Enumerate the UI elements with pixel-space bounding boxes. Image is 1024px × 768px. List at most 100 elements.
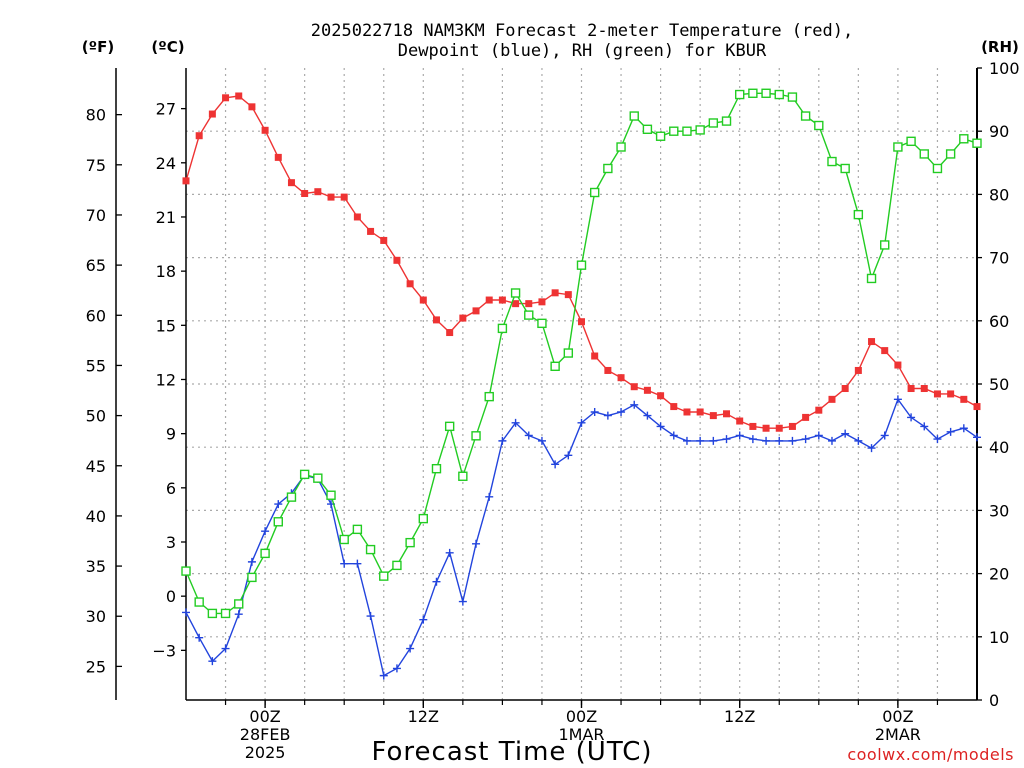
rh-tick-label: 70 <box>989 249 1009 268</box>
dewpoint-point <box>537 436 546 445</box>
x-tick-date-label: 28FEB <box>240 725 291 744</box>
dewpoint-point <box>775 436 784 445</box>
dewpoint-point <box>419 615 428 624</box>
temperature-point <box>749 422 757 430</box>
fahrenheit-tick-label: 40 <box>86 507 106 526</box>
celsius-tick-label: 21 <box>156 208 176 227</box>
temperature-point <box>815 406 823 414</box>
rh-point <box>642 124 653 135</box>
temperature-point <box>485 296 493 304</box>
rh-point <box>379 571 389 581</box>
rh-point <box>484 391 494 402</box>
fahrenheit-tick-label: 25 <box>86 657 106 676</box>
x-tick-label: 12Z <box>408 707 439 726</box>
dewpoint-point <box>247 557 256 566</box>
dewpoint-point <box>551 460 560 469</box>
dewpoint-point <box>973 433 981 442</box>
temperature-point <box>446 329 454 337</box>
temperature-point <box>802 413 810 421</box>
dewpoint-point <box>880 431 889 440</box>
temperature-point <box>367 227 375 235</box>
dewpoint-point <box>933 435 942 444</box>
dewpoint-point <box>392 664 401 673</box>
dewpoint-point <box>274 500 283 509</box>
temperature-point <box>419 296 427 304</box>
tick-labels: −3 0 3 6 9 12 15 18 21 24 27 25 30 35 40 45 50 55 60 65 70 75… <box>86 59 1020 762</box>
rh-point <box>220 608 231 619</box>
rh-unit-label: (RH) <box>981 38 1019 56</box>
x-tick-label: 00Z <box>882 707 913 726</box>
fahrenheit-tick-label: 35 <box>86 557 106 576</box>
dewpoint-point <box>696 436 705 445</box>
rh-point <box>339 534 349 545</box>
temperature-point <box>907 385 915 393</box>
fahrenheit-tick-label: 75 <box>86 156 106 175</box>
dewpoint-point <box>564 451 573 460</box>
dewpoint-point <box>261 527 270 536</box>
x-tick-year-label: 2025 <box>245 743 286 762</box>
temperature-point <box>512 300 520 308</box>
temperature-point <box>432 316 440 324</box>
dewpoint-point <box>748 435 757 444</box>
temperature-point <box>314 188 322 196</box>
rh-point <box>814 120 824 131</box>
dewpoint-point <box>445 548 454 557</box>
temperature-point <box>353 213 361 221</box>
rh-point <box>695 125 705 135</box>
temperature-point <box>643 386 651 394</box>
dewpoint-point <box>458 597 467 606</box>
data-series <box>181 88 982 680</box>
celsius-unit-label: (ºC) <box>151 38 184 56</box>
celsius-tick-label: 18 <box>156 262 176 281</box>
rh-point <box>458 471 468 481</box>
dewpoint-point <box>643 411 652 420</box>
rh-point <box>945 149 956 159</box>
dewpoint-point <box>590 407 599 416</box>
dewpoint-point <box>907 413 916 422</box>
temperature-point <box>301 189 309 197</box>
fahrenheit-tick-label: 60 <box>86 306 106 325</box>
rh-point <box>787 92 798 102</box>
temperature-point <box>195 132 203 140</box>
rh-point <box>919 149 929 159</box>
temperature-point <box>393 256 401 264</box>
rh-point <box>247 572 257 583</box>
fahrenheit-tick-label: 80 <box>86 106 106 125</box>
temperature-point <box>881 347 889 355</box>
rh-point <box>273 517 283 527</box>
dewpoint-point <box>735 431 744 440</box>
fahrenheit-tick-label: 65 <box>86 256 106 275</box>
rh-point <box>972 138 982 148</box>
dewpoint-point <box>893 395 902 404</box>
temperature-point <box>564 291 572 299</box>
temperature-point <box>604 366 612 374</box>
celsius-tick-label: 12 <box>156 370 176 389</box>
temperature-point <box>591 352 599 360</box>
dewpoint-point <box>801 435 810 444</box>
rh-tick-label: 10 <box>989 628 1009 647</box>
dewpoint-point <box>854 436 863 445</box>
dewpoint-point <box>656 422 665 431</box>
rh-tick-label: 60 <box>989 312 1009 331</box>
celsius-tick-label: 6 <box>166 479 176 498</box>
rh-point <box>893 142 903 152</box>
rh-tick-label: 30 <box>989 501 1009 520</box>
dewpoint-point <box>669 431 678 440</box>
rh-point <box>682 126 692 136</box>
x-tick-label: 00Z <box>566 707 597 726</box>
dewpoint-point <box>485 492 494 501</box>
temperature-point <box>525 300 533 308</box>
rh-point <box>563 348 574 358</box>
rh-point <box>431 463 442 474</box>
rh-point <box>761 88 771 98</box>
dewpoint-point <box>432 577 441 586</box>
temperature-point <box>208 110 216 118</box>
rh-point <box>655 131 666 141</box>
temperature-point <box>182 177 190 185</box>
dewpoint-point <box>379 671 388 680</box>
x-axis-label: Forecast Time (UTC) <box>371 737 652 767</box>
temperature-point <box>657 392 665 400</box>
dewpoint-point <box>353 559 362 568</box>
rh-point <box>286 492 297 502</box>
